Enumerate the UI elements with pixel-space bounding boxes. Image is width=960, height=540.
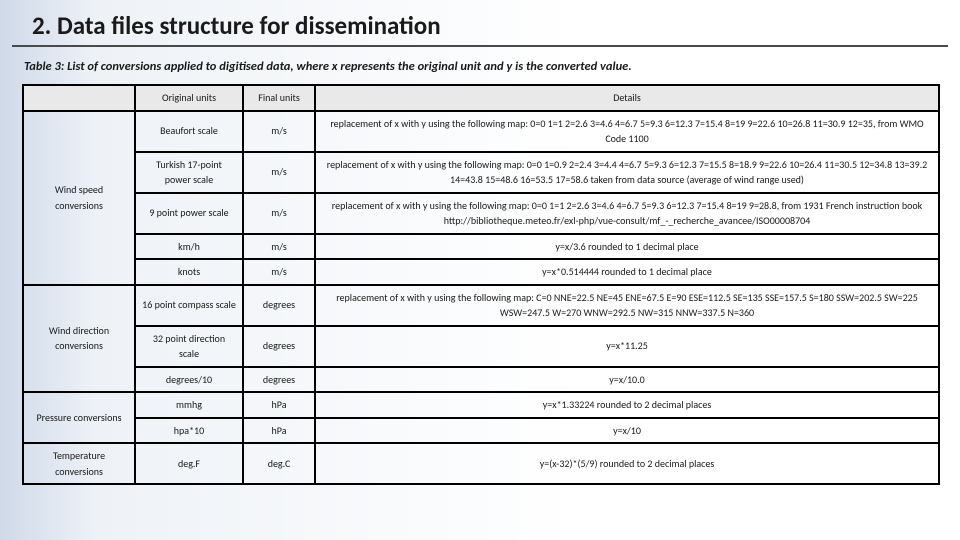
cell-orig: degrees/10 [135, 367, 243, 393]
cell-final: m/s [243, 111, 315, 152]
group-temperature: Temperature conversions [23, 443, 135, 484]
table-row: Pressure conversions mmhg hPa y=x*1.3322… [23, 392, 939, 418]
header-blank [23, 85, 135, 111]
cell-final: degrees [243, 285, 315, 326]
group-wind-speed: Wind speed conversions [23, 111, 135, 285]
table-row: degrees/10 degrees y=x/10.0 [23, 367, 939, 393]
cell-details: y=x/3.6 rounded to 1 decimal place [315, 234, 939, 260]
header-original-units: Original units [135, 85, 243, 111]
table-row: Wind direction conversions 16 point comp… [23, 285, 939, 326]
cell-details: replacement of x with y using the follow… [315, 111, 939, 152]
conversions-table: Original units Final units Details Wind … [22, 84, 940, 485]
cell-details: y=x/10 [315, 418, 939, 444]
cell-final: hPa [243, 418, 315, 444]
table-row: knots m/s y=x*0.514444 rounded to 1 deci… [23, 259, 939, 285]
cell-final: m/s [243, 152, 315, 193]
cell-final: degrees [243, 367, 315, 393]
table-row: 9 point power scale m/s replacement of x… [23, 193, 939, 234]
cell-details: replacement of x with y using the follow… [315, 193, 939, 234]
table-row: Wind speed conversions Beaufort scale m/… [23, 111, 939, 152]
cell-final: m/s [243, 234, 315, 260]
cell-final: deg.C [243, 443, 315, 484]
page-title: 2. Data files structure for disseminatio… [12, 0, 948, 47]
table-row: Temperature conversions deg.F deg.C y=(x… [23, 443, 939, 484]
group-wind-direction: Wind direction conversions [23, 285, 135, 393]
cell-details: y=x*1.33224 rounded to 2 decimal places [315, 392, 939, 418]
table-row: Turkish 17-point power scale m/s replace… [23, 152, 939, 193]
cell-orig: Turkish 17-point power scale [135, 152, 243, 193]
cell-details: y=x*11.25 [315, 326, 939, 367]
table-row: 32 point direction scale degrees y=x*11.… [23, 326, 939, 367]
cell-final: hPa [243, 392, 315, 418]
cell-details: replacement of x with y using the follow… [315, 285, 939, 326]
cell-orig: deg.F [135, 443, 243, 484]
cell-details: replacement of x with y using the follow… [315, 152, 939, 193]
cell-orig: mmhg [135, 392, 243, 418]
header-details: Details [315, 85, 939, 111]
cell-orig: km/h [135, 234, 243, 260]
table-row: hpa*10 hPa y=x/10 [23, 418, 939, 444]
table-header-row: Original units Final units Details [23, 85, 939, 111]
cell-orig: 9 point power scale [135, 193, 243, 234]
cell-details: y=x/10.0 [315, 367, 939, 393]
cell-orig: hpa*10 [135, 418, 243, 444]
table-caption: Table 3: List of conversions applied to … [0, 57, 960, 84]
cell-orig: Beaufort scale [135, 111, 243, 152]
cell-final: m/s [243, 193, 315, 234]
cell-orig: knots [135, 259, 243, 285]
header-final-units: Final units [243, 85, 315, 111]
cell-final: m/s [243, 259, 315, 285]
cell-details: y=x*0.514444 rounded to 1 decimal place [315, 259, 939, 285]
cell-orig: 32 point direction scale [135, 326, 243, 367]
cell-orig: 16 point compass scale [135, 285, 243, 326]
group-pressure: Pressure conversions [23, 392, 135, 443]
table-row: km/h m/s y=x/3.6 rounded to 1 decimal pl… [23, 234, 939, 260]
cell-final: degrees [243, 326, 315, 367]
cell-details: y=(x-32)*(5/9) rounded to 2 decimal plac… [315, 443, 939, 484]
